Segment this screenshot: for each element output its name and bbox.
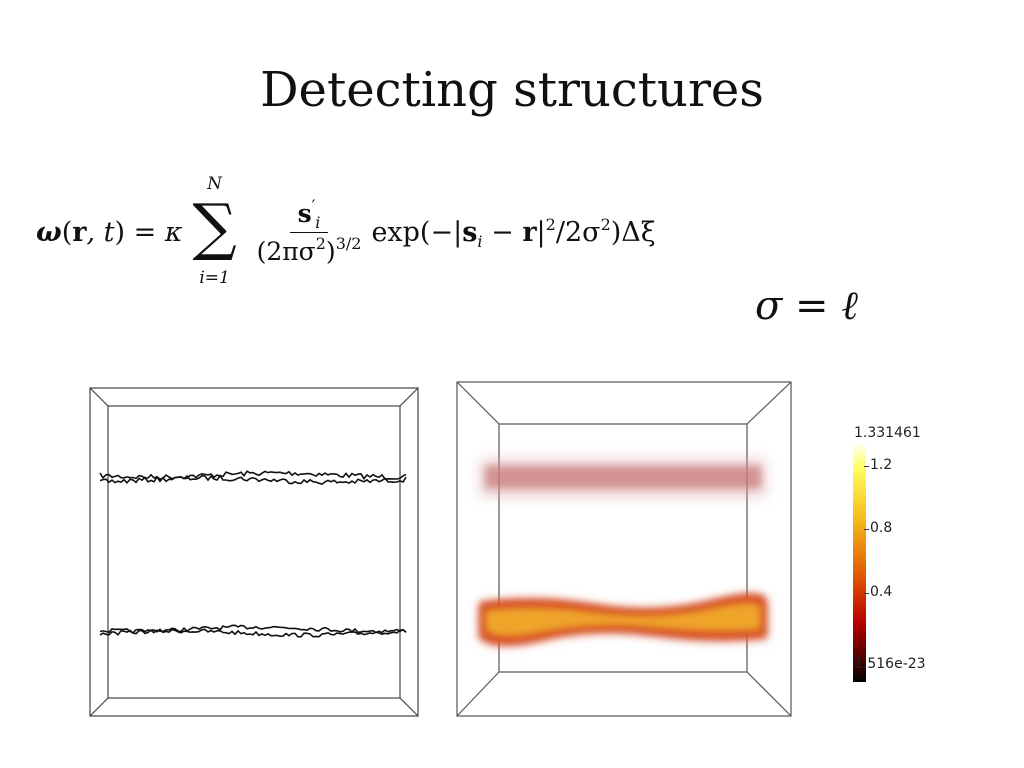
filament-strand: [99, 624, 407, 634]
formula-kappa: κ: [164, 216, 183, 248]
upper-vorticity-band: [481, 460, 765, 496]
sum-upper-limit: N: [207, 174, 223, 194]
colorbar-tick-label: 0.4: [870, 584, 893, 600]
colorbar-legend: 1.331461 1.2 0.8 0.4 1.516e-23: [850, 424, 960, 684]
formula-exponential: exp(−|si − r|2/2σ2)Δξ: [371, 214, 656, 251]
filament-lines-panel: [89, 387, 419, 717]
formula-paren-open: (: [61, 216, 73, 248]
colorbar-tick: [864, 466, 869, 467]
fraction-denominator: (2πσ2)3/2: [256, 233, 362, 266]
slide-title: Detecting structures: [260, 62, 764, 118]
formula-r: r: [72, 216, 87, 248]
colorbar-tick: [864, 529, 869, 530]
formula-omega: ω: [36, 216, 62, 248]
filament-strand: [99, 628, 407, 638]
colorbar-tick: [864, 593, 869, 594]
sigma-equals-ell: σ = ℓ: [755, 283, 858, 329]
fraction-numerator: s′i: [289, 197, 329, 233]
formula-paren-close: ): [114, 216, 126, 248]
colorbar-max-label: 1.331461: [854, 425, 921, 441]
perspective-box: [89, 387, 419, 717]
sum-lower-limit: i=1: [199, 268, 230, 288]
formula-sum: N ∑ i=1: [189, 172, 241, 292]
perspective-box-volume: [456, 381, 792, 717]
formula-equals: =: [125, 216, 165, 248]
lower-vorticity-tube: [479, 593, 767, 646]
formula-t: , t: [86, 216, 115, 248]
lower-vortex-filament: [99, 624, 407, 638]
colorbar-tick-label: 0.8: [870, 520, 893, 536]
colorbar-gradient: [853, 444, 866, 682]
sum-symbol: ∑: [192, 190, 237, 263]
vorticity-formula: ω ( r , t ) = κ N ∑ i=1 s′i (2πσ2)3/2 ex…: [36, 172, 866, 292]
filament-strand: [99, 474, 407, 485]
formula-fraction: s′i (2πσ2)3/2: [253, 197, 366, 266]
colorbar-min-label: 1.516e-23: [854, 656, 926, 672]
upper-vortex-filament: [99, 470, 407, 485]
filament-strand: [99, 470, 407, 480]
vorticity-volume-panel: [456, 381, 792, 717]
colorbar-tick-label: 1.2: [870, 457, 893, 473]
